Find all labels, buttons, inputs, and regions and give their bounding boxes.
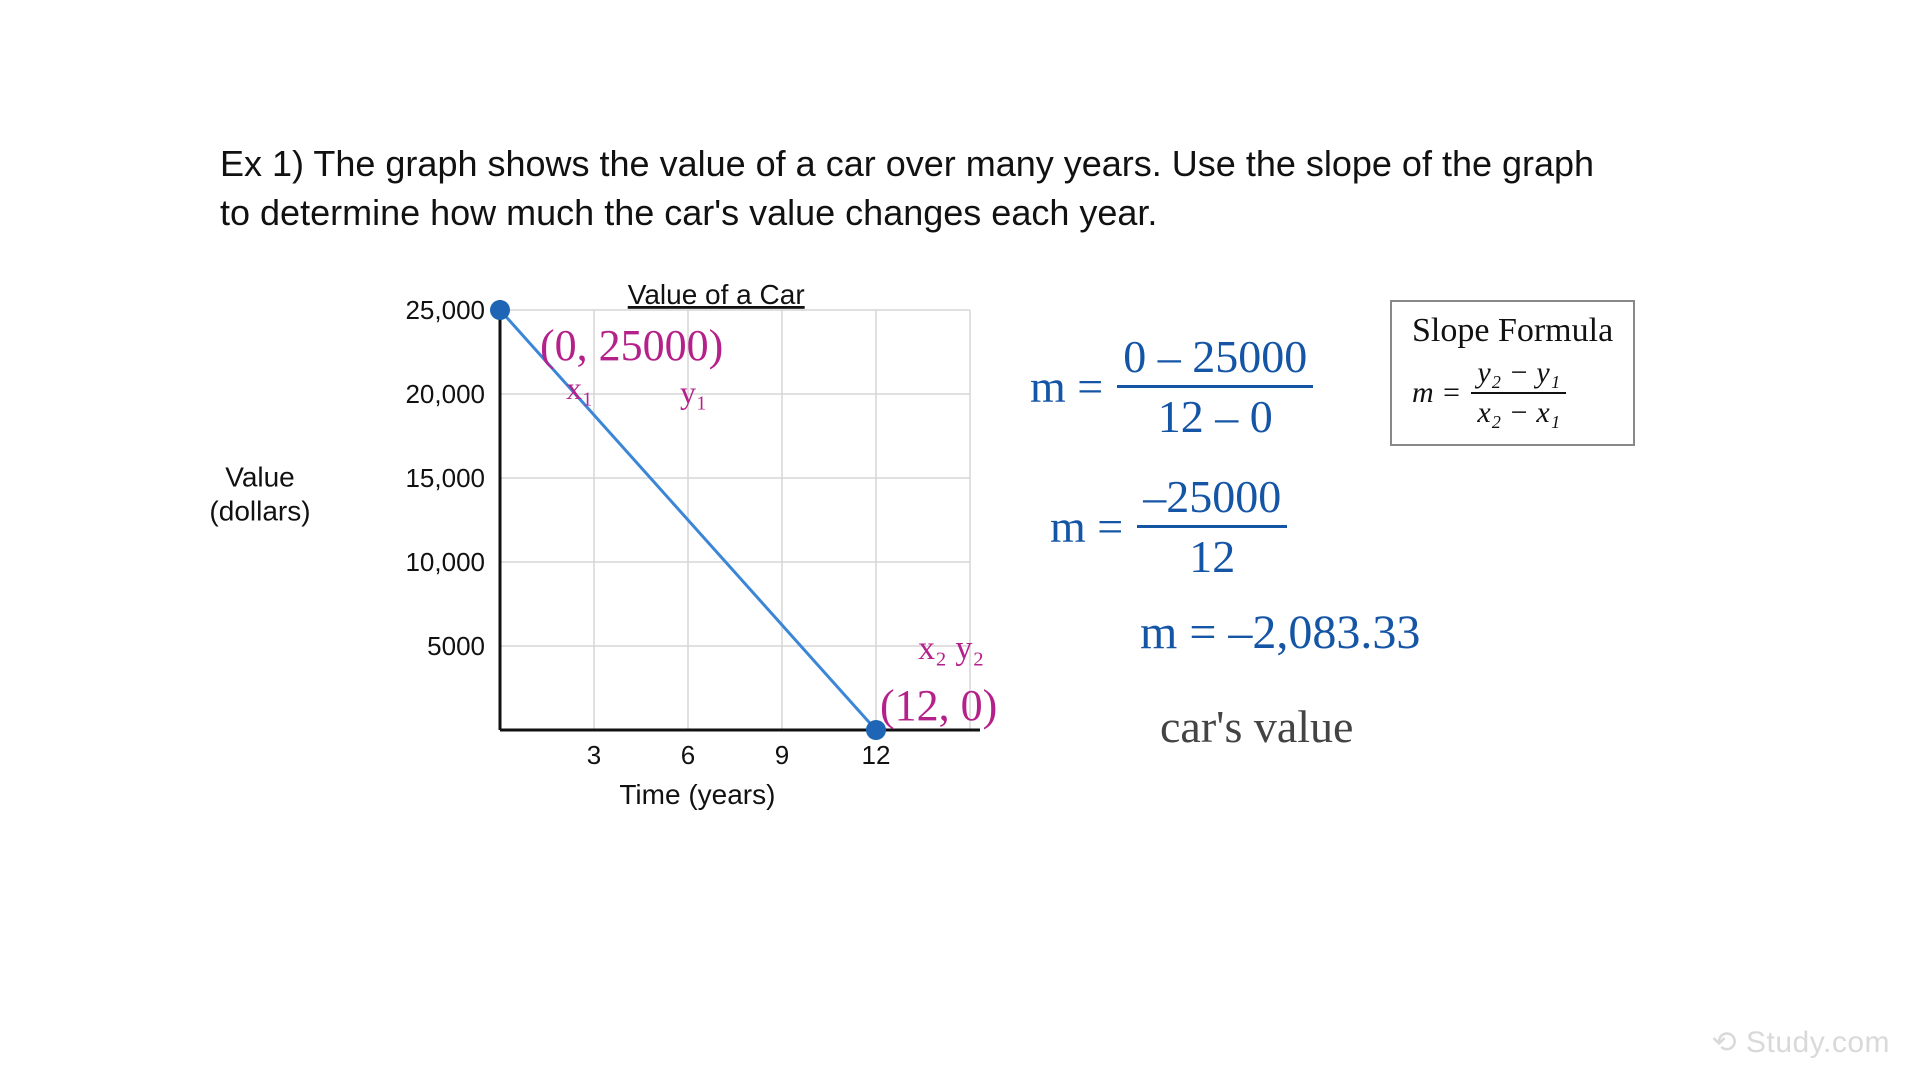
work-step2-frac: –25000 12: [1137, 470, 1287, 583]
svg-text:12: 12: [862, 740, 891, 770]
annot-x1: x₁: [566, 370, 593, 407]
formula-den: x₂ − x₁: [1471, 396, 1566, 430]
problem-text: Ex 1) The graph shows the value of a car…: [220, 140, 1620, 237]
annot-point2: (12, 0): [880, 680, 997, 731]
svg-text:5000: 5000: [427, 631, 485, 661]
annot-point1: (0, 25000): [540, 320, 723, 371]
work-step1-lhs: m =: [1030, 360, 1103, 413]
svg-text:25,000: 25,000: [405, 295, 485, 325]
formula-eq: m = y₂ − y₁ x₂ − x₁: [1412, 356, 1613, 430]
work-step2-den: 12: [1137, 530, 1287, 583]
work-step3: m = –2,083.33: [1140, 605, 1420, 660]
formula-lhs: m =: [1412, 376, 1461, 410]
work-step2: m = –25000 12: [1050, 470, 1287, 583]
work-step1-frac: 0 – 25000 12 – 0: [1117, 330, 1313, 443]
annot-y1: y₁: [680, 374, 707, 411]
work-step2-num: –25000: [1137, 470, 1287, 523]
work-step1-den: 12 – 0: [1117, 390, 1313, 443]
slope-formula-box: Slope Formula m = y₂ − y₁ x₂ − x₁: [1390, 300, 1635, 446]
svg-text:15,000: 15,000: [405, 463, 485, 493]
svg-text:10,000: 10,000: [405, 547, 485, 577]
work-step1: m = 0 – 25000 12 – 0: [1030, 330, 1313, 443]
work-step2-lhs: m =: [1050, 500, 1123, 553]
formula-title: Slope Formula: [1412, 312, 1613, 350]
svg-text:20,000: 20,000: [405, 379, 485, 409]
svg-text:3: 3: [587, 740, 601, 770]
watermark: ⟲ Study.com: [1712, 1025, 1890, 1060]
svg-text:6: 6: [681, 740, 695, 770]
formula-frac: y₂ − y₁ x₂ − x₁: [1471, 356, 1566, 430]
formula-num: y₂ − y₁: [1471, 356, 1566, 390]
svg-text:Value: Value: [225, 461, 295, 492]
svg-text:Value of a Car: Value of a Car: [628, 280, 805, 310]
page: Ex 1) The graph shows the value of a car…: [0, 0, 1920, 1080]
annot-x2y2: x₂ y₂: [918, 630, 984, 668]
work-note: car's value: [1160, 700, 1353, 753]
work-step1-num: 0 – 25000: [1117, 330, 1313, 383]
svg-text:9: 9: [775, 740, 789, 770]
svg-text:Time (years): Time (years): [619, 779, 775, 810]
svg-text:(dollars): (dollars): [209, 495, 310, 526]
